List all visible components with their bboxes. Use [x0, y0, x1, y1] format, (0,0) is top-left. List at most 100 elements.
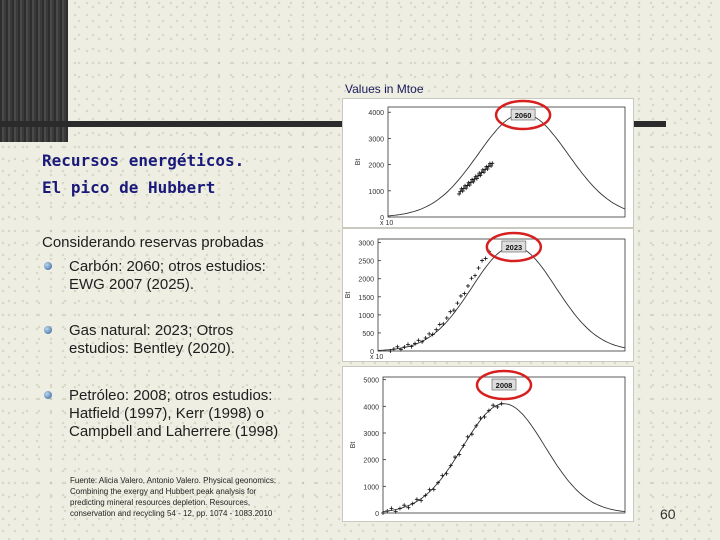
data-point [398, 347, 403, 352]
data-point [469, 432, 474, 437]
data-point [483, 256, 488, 261]
data-point [476, 266, 481, 271]
data-point [393, 509, 398, 514]
data-point [470, 177, 475, 182]
data-point [419, 498, 424, 503]
y-tick-label: 2000 [363, 458, 379, 465]
y-tick-label: 0 [380, 215, 384, 222]
data-point [437, 322, 442, 327]
y-axis-label: Bt [345, 292, 352, 299]
data-point [467, 182, 472, 187]
data-point [434, 327, 439, 332]
data-point [457, 191, 462, 196]
data-point [423, 336, 428, 340]
data-point [462, 291, 467, 296]
y-tick-label: 4000 [368, 110, 384, 117]
data-point [469, 276, 474, 281]
data-point [427, 331, 432, 336]
y-tick-label: 0 [375, 511, 379, 518]
data-point [391, 347, 396, 352]
data-point [461, 443, 466, 448]
footnote-line: Fuente: Alicia Valero, Antonio Valero. P… [70, 476, 277, 485]
data-point [490, 161, 495, 166]
data-point [465, 183, 470, 188]
y-tick-label: 5000 [363, 378, 379, 385]
data-point [481, 170, 486, 175]
horizontal-rule [0, 121, 666, 127]
data-point [416, 338, 421, 343]
data-point [440, 473, 445, 478]
footnote-line: Combining the exergy and Hubbert peak an… [70, 487, 257, 496]
data-point [409, 344, 414, 349]
y-tick-label: 4000 [363, 404, 379, 411]
coal-hubbert-chart: 0 1000 2000 3000 4000 Bt x 10 2060 [342, 98, 634, 228]
bullet-oil: Petróleo: 2008; otros estudios: Hatfield… [44, 387, 328, 441]
data-point [420, 339, 425, 344]
data-point [466, 180, 471, 185]
data-point [458, 293, 463, 298]
intro-text: Considerando reservas probadas [42, 234, 264, 251]
data-point [460, 189, 465, 194]
bullet-icon [44, 262, 52, 270]
peak-label-box [491, 378, 517, 391]
y-tick-label: 1000 [368, 189, 384, 196]
data-point [473, 273, 478, 278]
peak-highlight-circle [494, 99, 552, 131]
data-point [402, 503, 407, 508]
data-point [436, 480, 441, 485]
data-point [480, 258, 485, 263]
data-point [402, 345, 407, 350]
bullet-line: estudios: Bentley (2020). [69, 340, 235, 357]
data-point [477, 171, 482, 176]
bullet-icon [44, 391, 52, 399]
hubbert-curve [387, 113, 626, 217]
y-tick-label: 2500 [358, 259, 374, 266]
bullet-line: Gas natural: 2023; Otros [69, 322, 234, 339]
data-point [444, 315, 449, 320]
units-label: Values in Mtoe [345, 82, 424, 96]
data-point [441, 321, 446, 326]
y-tick-label: 1000 [363, 484, 379, 491]
data-point [389, 506, 394, 511]
data-point [381, 511, 385, 515]
data-point [485, 166, 490, 171]
y-tick-label: 3000 [358, 241, 374, 248]
data-point [465, 283, 470, 288]
data-point [486, 408, 491, 413]
peak-highlight-circle [485, 231, 543, 263]
data-point [499, 401, 504, 406]
page-number: 60 [660, 506, 676, 522]
data-point [448, 309, 453, 314]
data-point [474, 176, 479, 181]
data-point [430, 332, 435, 337]
data-point [448, 463, 453, 468]
data-point [480, 167, 485, 172]
peak-year-label: 2060 [515, 111, 532, 120]
peak-label-box [510, 108, 536, 121]
chart-svg: 0 1000 2000 3000 4000 Bt x 10 2060 [355, 99, 626, 227]
data-point [388, 349, 393, 353]
data-point [468, 180, 473, 185]
peak-label-box [501, 240, 527, 253]
x-scale-note: x 10 [370, 354, 383, 361]
data-point [474, 423, 479, 428]
bullet-line: Petróleo: 2008; otros estudios: [69, 387, 273, 404]
data-point [413, 341, 418, 346]
decorative-left-band [0, 0, 68, 142]
slide-title: Recursos energéticos. El pico de Hubbert [42, 147, 342, 201]
data-point [483, 167, 488, 172]
plot-frame [382, 376, 626, 514]
data-point [476, 173, 481, 178]
plot-frame [387, 106, 626, 218]
gas-hubbert-chart: 0 500 1000 1500 2000 2500 3000 Bt x 10 2023 [342, 228, 634, 362]
data-point [473, 174, 478, 179]
data-point [397, 506, 402, 511]
bullet-line: Carbón: 2060; otros estudios: [69, 258, 266, 275]
data-point [484, 164, 489, 169]
y-tick-label: 0 [370, 349, 374, 356]
y-tick-label: 3000 [363, 431, 379, 438]
bullet-line: EWG 2007 (2025). [69, 276, 195, 293]
data-point [478, 416, 483, 421]
data-point [491, 403, 496, 408]
bullet-line: Campbell and Laherrere (1998) [69, 423, 279, 440]
